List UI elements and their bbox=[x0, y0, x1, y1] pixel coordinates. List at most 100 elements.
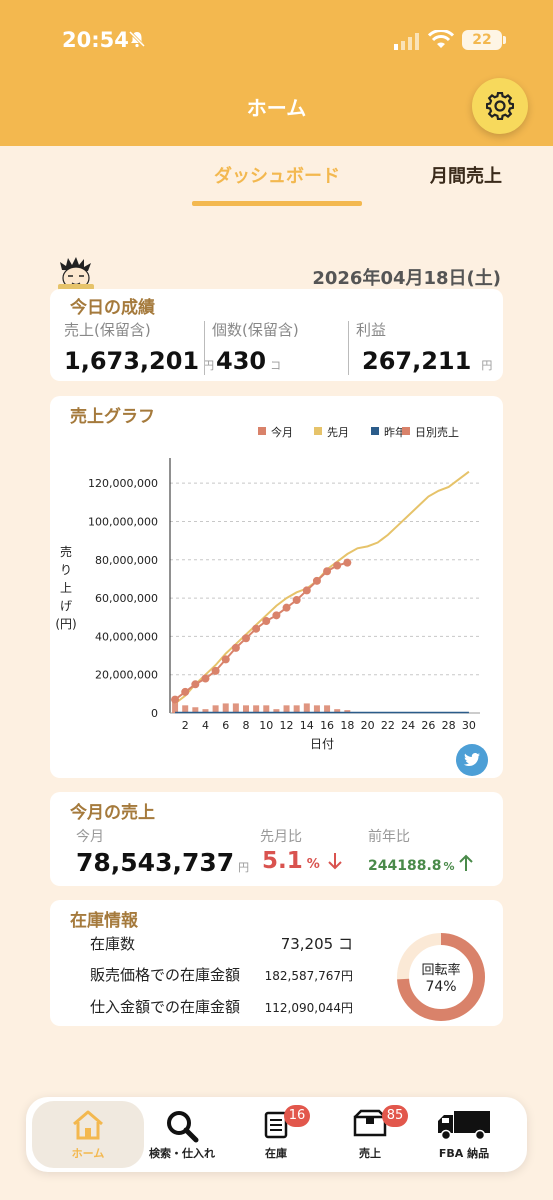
this-month-point bbox=[211, 666, 220, 675]
sales-graph-card: 売上グラフ 今月 先月 昨年 日別売上 0 20,000,000 40,000,000 60,… bbox=[50, 396, 503, 778]
percent-unit: % bbox=[443, 860, 455, 873]
yoy-value: 244188.8 bbox=[368, 858, 442, 874]
daily-sales-bar bbox=[344, 710, 351, 713]
x-tick-label: 4 bbox=[202, 719, 209, 732]
legend-swatch bbox=[371, 427, 379, 435]
metric-label: 売上(保留含) bbox=[64, 321, 151, 339]
legend-swatch bbox=[258, 427, 266, 435]
this-month-label: 今月 bbox=[76, 829, 104, 845]
today-profit-value: 267,211 bbox=[362, 347, 472, 375]
status-time: 20:54 bbox=[62, 28, 129, 52]
signal-icon bbox=[394, 33, 419, 50]
card-title: 今月の売上 bbox=[70, 803, 155, 823]
daily-sales-bar bbox=[202, 709, 209, 713]
y-tick-label: 20,000,000 bbox=[95, 669, 158, 682]
home-icon bbox=[73, 1110, 103, 1140]
x-tick-label: 6 bbox=[222, 719, 229, 732]
tab-dashboard[interactable]: ダッシュボード bbox=[214, 166, 340, 187]
sales-badge: 85 bbox=[382, 1105, 408, 1127]
y-tick-label: 0 bbox=[151, 707, 158, 720]
y-axis-label: げ bbox=[60, 599, 72, 613]
arrow-up-icon bbox=[459, 854, 474, 871]
daily-sales-bar bbox=[243, 705, 249, 713]
daily-sales-bar bbox=[283, 705, 290, 713]
inventory-badge: 16 bbox=[284, 1105, 310, 1127]
mascot-icon bbox=[58, 257, 94, 290]
daily-sales-bar bbox=[263, 705, 270, 713]
daily-sales-bar bbox=[253, 705, 260, 713]
this-month-point bbox=[302, 586, 311, 595]
x-tick-label: 24 bbox=[401, 719, 415, 732]
tab-monthly-sales[interactable]: 月間売上 bbox=[430, 166, 502, 187]
tabbar-item-inventory[interactable]: 16 在庫 bbox=[226, 1097, 326, 1172]
tabbar-item-home[interactable]: ホーム bbox=[38, 1097, 138, 1172]
this-month-point bbox=[171, 695, 180, 704]
percent-unit: % bbox=[306, 857, 320, 872]
unit-label: コ bbox=[270, 359, 282, 372]
legend-swatch bbox=[402, 427, 410, 435]
twitter-icon bbox=[463, 753, 480, 766]
x-tick-label: 18 bbox=[340, 719, 354, 732]
this-month-point bbox=[272, 611, 281, 620]
page-title: ホーム bbox=[246, 96, 307, 120]
y-tick-label: 100,000,000 bbox=[88, 515, 158, 528]
divider bbox=[348, 321, 349, 375]
tabbar-label: 売上 bbox=[359, 1147, 381, 1160]
current-date: 2026年04月18日(土) bbox=[312, 268, 501, 289]
card-title: 売上グラフ bbox=[70, 407, 155, 427]
active-tab-indicator bbox=[192, 201, 362, 206]
turnover-donut-chart: 回転率 74% bbox=[397, 933, 485, 1021]
y-axis-label: り bbox=[60, 563, 72, 577]
bottom-tab-bar: ホーム 検索・仕入れ 16 在庫 85 売上 bbox=[26, 1097, 527, 1172]
x-tick-label: 26 bbox=[421, 719, 435, 732]
legend-label: 今月 bbox=[271, 425, 293, 439]
gear-icon bbox=[486, 92, 514, 120]
daily-sales-bar bbox=[212, 705, 219, 713]
this-month-point bbox=[333, 561, 342, 570]
x-tick-label: 10 bbox=[259, 719, 273, 732]
value-text: 182,587,767 bbox=[264, 969, 341, 983]
daily-sales-bar bbox=[303, 703, 310, 713]
twitter-share-button[interactable] bbox=[456, 744, 488, 776]
tabbar-label: FBA 納品 bbox=[438, 1147, 490, 1160]
mom-label: 先月比 bbox=[260, 829, 302, 845]
settings-button[interactable] bbox=[472, 78, 528, 134]
this-month-value: 78,543,737 bbox=[76, 848, 235, 877]
y-axis-label: (円) bbox=[55, 617, 76, 631]
bell-off-icon bbox=[128, 30, 146, 48]
monthly-sales-card: 今月の売上 今月 78,543,737 円 先月比 5.1% 前年比 244188… bbox=[50, 792, 503, 886]
arrow-down-icon bbox=[328, 853, 342, 870]
daily-sales-bar bbox=[313, 705, 320, 713]
y-tick-label: 120,000,000 bbox=[88, 477, 158, 490]
tabbar-item-search[interactable]: 検索・仕入れ bbox=[132, 1097, 232, 1172]
y-tick-label: 60,000,000 bbox=[95, 592, 158, 605]
sales-chart: 今月 先月 昨年 日別売上 0 20,000,000 40,000,000 60,000,00… bbox=[55, 425, 480, 751]
legend-label: 昨年 bbox=[384, 425, 406, 439]
unit-label: 円 bbox=[203, 359, 215, 372]
daily-sales-bar bbox=[232, 703, 239, 713]
mom-value: 5.1 bbox=[262, 848, 303, 874]
x-tick-label: 22 bbox=[381, 719, 395, 732]
inventory-info-card: 在庫情報 在庫数 73,205 コ 販売価格での在庫金額 182,587,767… bbox=[50, 900, 503, 1026]
today-profit-metric: 利益 267,211 円 bbox=[356, 319, 492, 375]
today-performance-card: 今日の成績 売上(保留含) 1,673,201 円 個数(保留含) 430 コ 利益… bbox=[50, 289, 503, 381]
x-tick-label: 8 bbox=[243, 719, 250, 732]
this-month-point bbox=[312, 576, 321, 585]
daily-sales-bar bbox=[293, 705, 300, 713]
app-header: 20:54 22 ホーム bbox=[0, 0, 553, 146]
daily-sales-bar bbox=[182, 705, 189, 713]
metric-label: 利益 bbox=[356, 321, 387, 339]
this-month-point bbox=[252, 624, 261, 633]
x-tick-label: 12 bbox=[280, 719, 294, 732]
today-count-value: 430 bbox=[216, 347, 267, 375]
tabbar-label: 在庫 bbox=[265, 1147, 287, 1160]
stock-sale-price-label: 販売価格での在庫金額 bbox=[90, 966, 241, 984]
this-month-point bbox=[242, 634, 250, 643]
tabbar-item-sales[interactable]: 85 売上 bbox=[320, 1097, 420, 1172]
wifi-icon bbox=[428, 30, 454, 48]
battery-indicator: 22 bbox=[462, 30, 502, 50]
legend-swatch bbox=[314, 427, 322, 435]
x-tick-label: 14 bbox=[300, 719, 314, 732]
this-month-point bbox=[323, 567, 332, 576]
tabbar-item-fba[interactable]: FBA 納品 bbox=[414, 1097, 514, 1172]
